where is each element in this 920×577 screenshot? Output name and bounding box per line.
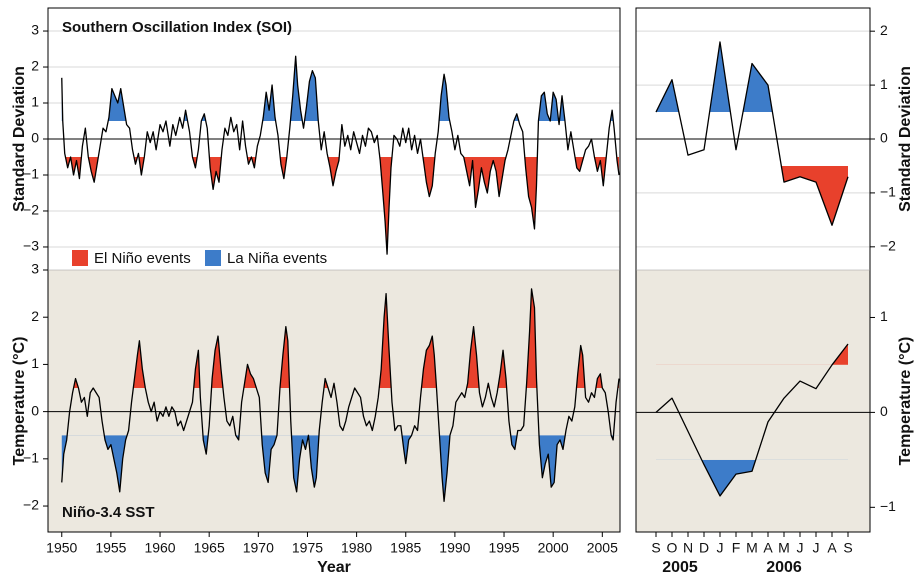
y-tick-label: 2 (31, 308, 39, 324)
legend-swatch (72, 250, 88, 266)
x-tick-label: M (746, 540, 758, 556)
y-tick-label: 0 (31, 402, 39, 418)
x-tick-label: 1965 (194, 540, 225, 556)
x-tick-label: D (699, 540, 709, 556)
series-line (655, 41, 849, 226)
y-tick-label: −1 (880, 498, 896, 514)
x-tick-label: 1970 (243, 540, 274, 556)
x-tick-label: O (667, 540, 678, 556)
x-tick-label: 1990 (439, 540, 470, 556)
y-tick-label: 1 (880, 76, 888, 92)
y-tick-label: 3 (31, 22, 39, 38)
legend-label: La Niña events (227, 250, 327, 267)
x-tick-label: 2000 (538, 540, 569, 556)
x-axis-label: Year (317, 559, 351, 576)
x-tick-label: S (843, 540, 852, 556)
event-area-below (61, 156, 620, 255)
y-axis-label: Standard Deviation (11, 66, 28, 212)
x-tick-label: 1960 (144, 540, 175, 556)
x-tick-label: S (651, 540, 660, 556)
panel-bg (48, 270, 620, 532)
x-tick-label: N (683, 540, 693, 556)
y-tick-label: −1 (880, 184, 896, 200)
y-tick-label: −1 (23, 450, 39, 466)
x-tick-label: A (827, 540, 837, 556)
x-tick-label: J (797, 540, 804, 556)
y-tick-label: 1 (31, 94, 39, 110)
series-line (61, 288, 620, 502)
x-tick-label: 1985 (390, 540, 421, 556)
y-tick-label: −2 (23, 497, 39, 513)
panel-title: Southern Oscillation Index (SOI) (62, 19, 292, 36)
x-tick-label: M (778, 540, 790, 556)
y-tick-label: 0 (880, 130, 888, 146)
year-label: 2005 (662, 559, 698, 576)
x-tick-label: J (717, 540, 724, 556)
year-label: 2006 (766, 559, 802, 576)
x-tick-label: 1995 (488, 540, 519, 556)
y-axis-label: Temperature (°C) (11, 337, 28, 466)
panel-bg (636, 270, 870, 532)
x-tick-label: 2005 (587, 540, 618, 556)
y-tick-label: −1 (23, 166, 39, 182)
event-area-above (656, 41, 848, 113)
x-tick-label: 1980 (341, 540, 372, 556)
y-tick-label: 0 (31, 130, 39, 146)
legend-swatch (205, 250, 221, 266)
panel-title: Niño-3.4 SST (62, 504, 155, 521)
x-tick-label: 1975 (292, 540, 323, 556)
y-tick-label: 1 (880, 308, 888, 324)
y-tick-label: 2 (880, 22, 888, 38)
series-line (655, 343, 849, 497)
y-tick-label: 3 (31, 261, 39, 277)
x-tick-label: 1955 (95, 540, 126, 556)
event-area-below (701, 459, 756, 496)
x-tick-label: 1950 (46, 540, 77, 556)
x-tick-label: A (763, 540, 773, 556)
event-area-below (656, 165, 848, 226)
legend-label: El Niño events (94, 250, 191, 267)
y-tick-label: −2 (23, 202, 39, 218)
y-tick-label: 2 (31, 58, 39, 74)
event-area-above (61, 56, 620, 122)
y-tick-label: 1 (31, 355, 39, 371)
y-tick-label: 0 (880, 403, 888, 419)
x-tick-label: F (732, 540, 741, 556)
series-line (61, 55, 620, 255)
y-axis-label: Temperature (°C) (897, 337, 914, 466)
y-axis-label: Standard Deviation (897, 66, 914, 212)
y-tick-label: −2 (880, 238, 896, 254)
x-tick-label: J (813, 540, 820, 556)
y-tick-label: −3 (23, 238, 39, 254)
